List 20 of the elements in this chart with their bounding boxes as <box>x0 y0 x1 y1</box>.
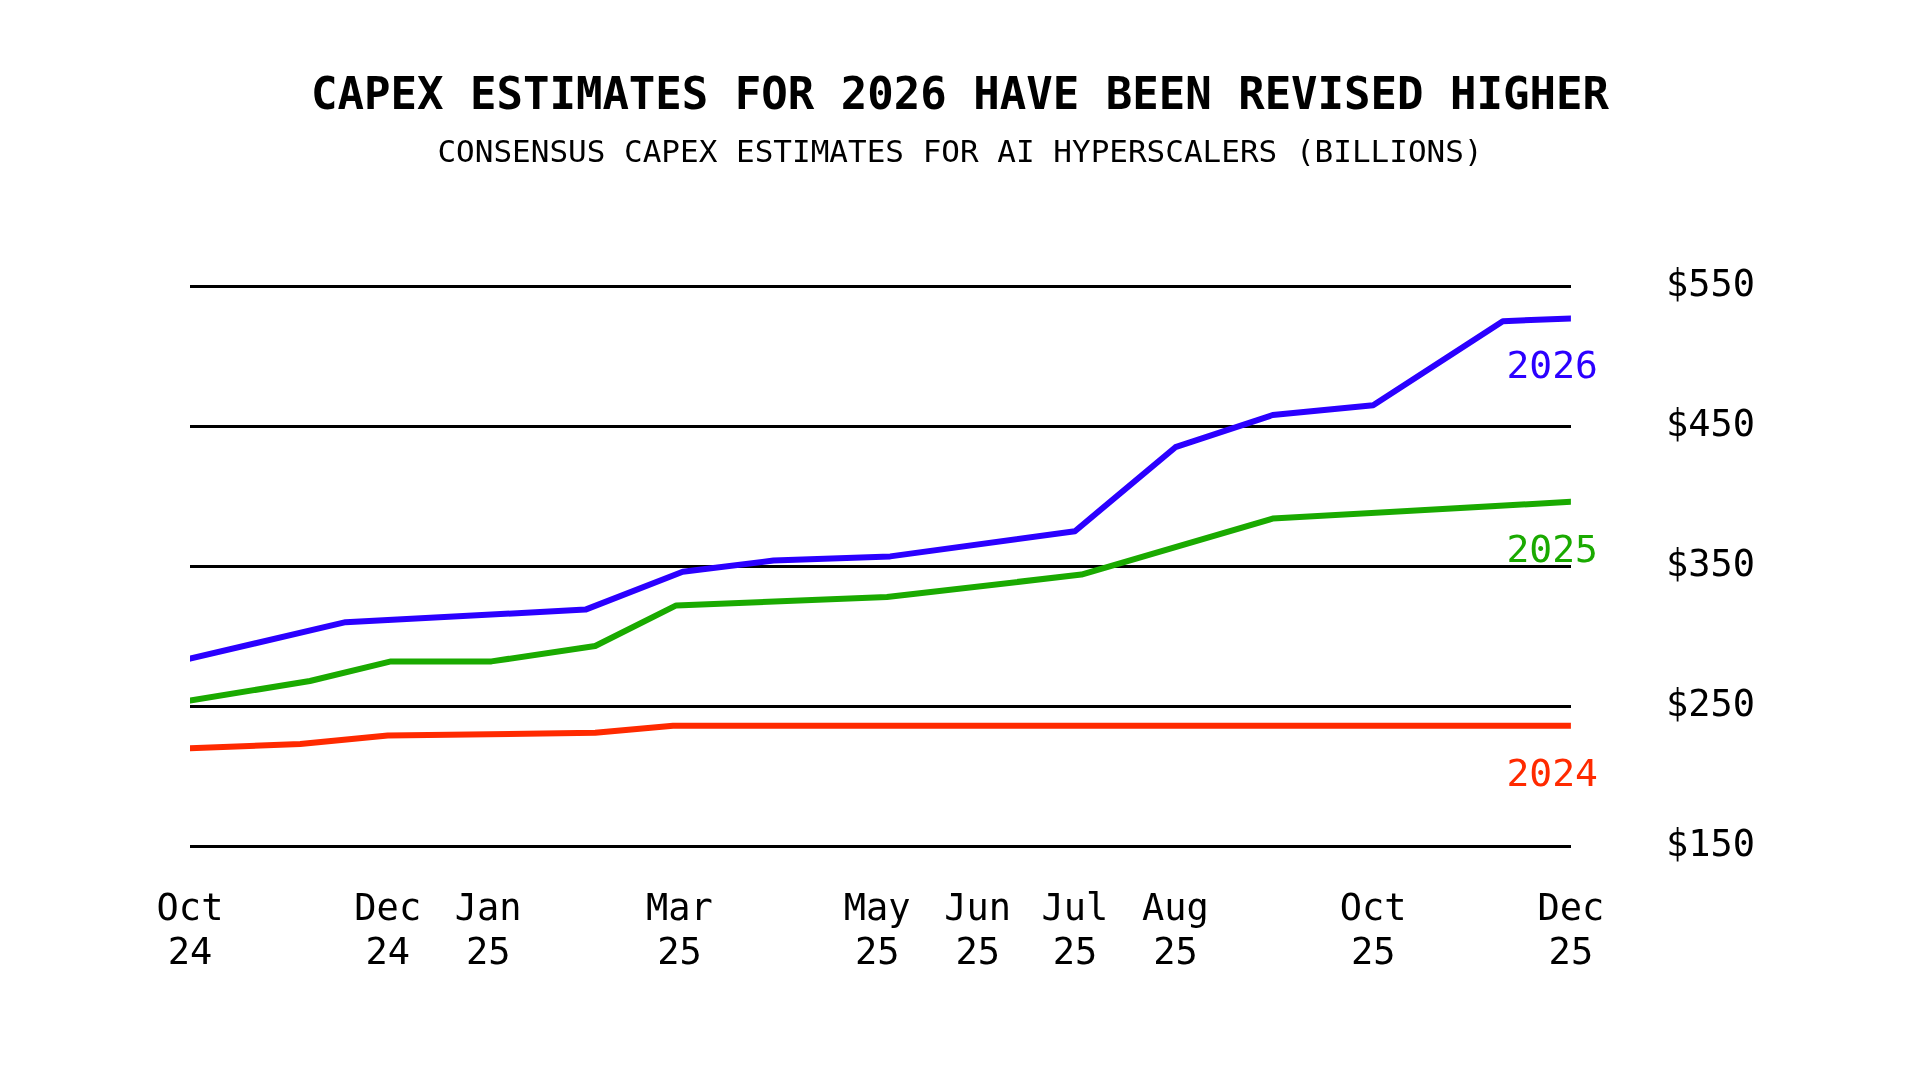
chart-title: CAPEX ESTIMATES FOR 2026 HAVE BEEN REVISED HIGHER <box>310 68 1610 119</box>
x-tick-label: Jul 25 <box>1041 886 1109 974</box>
y-tick-label: $150 <box>1665 821 1756 865</box>
x-tick-label: Dec 25 <box>1537 886 1605 974</box>
y-tick-label: $350 <box>1665 541 1756 585</box>
series-label: 2024 <box>1506 750 1598 795</box>
chart-subtitle: CONSENSUS CAPEX ESTIMATES FOR AI HYPERSCALERS (BILLIONS) <box>436 133 1484 169</box>
x-tick-label: May 25 <box>843 886 911 974</box>
x-tick-label: Jun 25 <box>944 886 1012 974</box>
y-tick-label: $550 <box>1665 261 1756 305</box>
y-tick-label: $450 <box>1665 401 1756 445</box>
y-tick-label: $250 <box>1665 681 1756 725</box>
x-tick-label: Aug 25 <box>1142 886 1209 974</box>
x-tick-label: Oct 24 <box>156 886 224 974</box>
x-tick-label: Oct 25 <box>1339 886 1407 974</box>
x-tick-label: Dec 24 <box>354 886 422 974</box>
x-tick-label: Jan 25 <box>454 886 522 974</box>
x-tick-label: Mar 25 <box>646 886 713 974</box>
series-label: 2025 <box>1506 526 1598 571</box>
series-label: 2026 <box>1506 343 1598 388</box>
